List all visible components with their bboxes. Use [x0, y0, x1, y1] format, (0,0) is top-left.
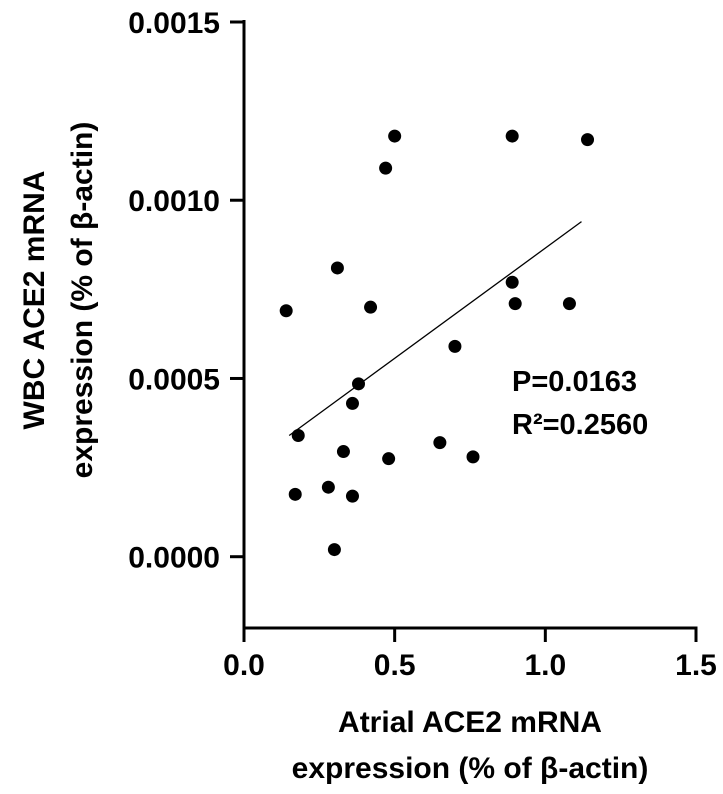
x-tick-label: 1.5	[675, 649, 717, 682]
data-point	[562, 297, 576, 311]
data-point	[508, 297, 522, 311]
data-point	[321, 480, 335, 494]
data-point	[279, 304, 293, 318]
x-tick-label: 1.0	[524, 649, 566, 682]
stats-annotation: R²=0.2560	[512, 409, 648, 441]
data-point	[388, 129, 402, 143]
data-point	[330, 261, 344, 275]
data-point	[288, 487, 302, 501]
data-point	[505, 129, 519, 143]
y-tick-label: 0.0010	[128, 185, 220, 218]
data-point	[364, 300, 378, 314]
x-tick-label: 0.5	[374, 649, 416, 682]
labels-group: 0.0 0.5 1.0 1.5 0.0000 0.0005 0.0010 0.0015 P=0.…	[18, 7, 717, 785]
y-axis-title: WBC ACE2 mRNA	[18, 171, 51, 430]
data-point	[327, 543, 341, 557]
y-tick-label: 0.0000	[128, 542, 220, 575]
data-point	[352, 377, 366, 391]
x-tick-label: 0.0	[223, 649, 265, 682]
data-point	[345, 489, 359, 503]
stats-annotation: P=0.0163	[512, 366, 637, 398]
x-axis-title: Atrial ACE2 mRNA	[338, 706, 602, 739]
data-point	[336, 445, 350, 459]
data-point	[505, 275, 519, 289]
data-point	[382, 452, 396, 466]
data-point	[433, 436, 447, 450]
y-tick-label: 0.0015	[128, 7, 220, 40]
data-point	[379, 161, 393, 175]
data-point	[291, 429, 305, 443]
axes	[230, 20, 698, 642]
x-axis-title: expression (% of β-actin)	[292, 752, 649, 785]
data-point	[581, 133, 595, 147]
data-point	[448, 339, 462, 353]
data-point	[345, 396, 359, 410]
data-point	[466, 450, 480, 464]
trendline-group	[288, 221, 582, 437]
regression-line	[288, 221, 582, 437]
y-axis-title: expression (% of β-actin)	[66, 122, 99, 479]
data-points	[279, 129, 595, 557]
y-tick-label: 0.0005	[128, 363, 220, 396]
